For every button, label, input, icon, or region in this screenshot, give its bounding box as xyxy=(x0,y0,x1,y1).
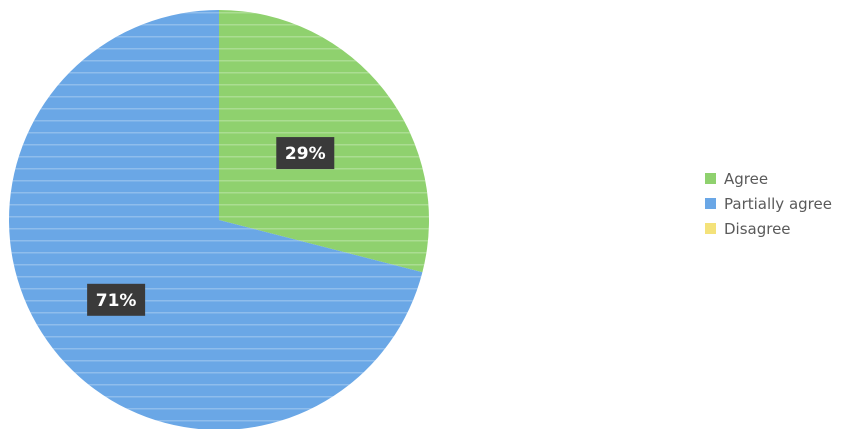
legend: Agree Partially agree Disagree xyxy=(705,166,832,241)
pie-slice-texture-partially-agree xyxy=(9,10,423,429)
data-label-bg-partially-agree xyxy=(87,283,146,316)
legend-item-agree: Agree xyxy=(705,166,832,191)
data-label-agree: 29% xyxy=(285,144,326,164)
legend-swatch-partially-agree xyxy=(705,198,716,209)
legend-label-partially-agree: Partially agree xyxy=(724,194,832,213)
data-label-partially-agree: 71% xyxy=(96,291,137,311)
legend-label-disagree: Disagree xyxy=(724,219,791,238)
legend-swatch-disagree xyxy=(705,223,716,234)
legend-item-partially-agree: Partially agree xyxy=(705,191,832,216)
legend-label-agree: Agree xyxy=(724,169,769,188)
data-label-bg-agree xyxy=(276,137,335,170)
legend-swatch-agree xyxy=(705,173,716,184)
legend-item-disagree: Disagree xyxy=(705,216,832,241)
